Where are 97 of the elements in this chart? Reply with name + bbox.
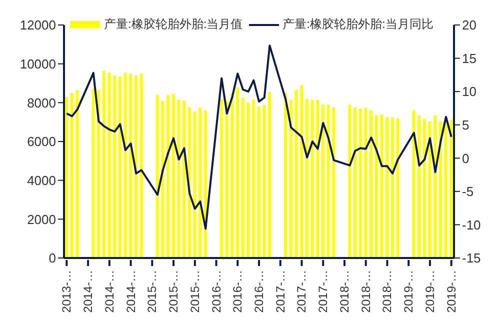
- bar: [310, 100, 314, 258]
- bar: [118, 76, 122, 258]
- bar: [364, 108, 368, 258]
- y2-tick-label: -5: [462, 184, 474, 200]
- bar: [332, 108, 336, 258]
- y-tick-label: 0: [48, 250, 56, 266]
- x-tick-label: 2016-…: [252, 270, 266, 313]
- bar: [124, 72, 127, 258]
- bar: [262, 104, 266, 258]
- y2-tick-label: 10: [462, 84, 476, 100]
- x-tick-label: 2019-…: [444, 270, 458, 313]
- bar: [300, 85, 304, 258]
- bar: [418, 115, 421, 258]
- bar: [289, 100, 292, 258]
- bar: [257, 106, 260, 258]
- x-tick-label: 2018-…: [380, 270, 394, 313]
- bar: [220, 98, 223, 258]
- bar: [198, 108, 202, 258]
- y-tick-label: 10000: [20, 56, 56, 72]
- x-tick-label: 2017-…: [273, 270, 288, 313]
- x-tick-label: 2016-…: [230, 270, 245, 313]
- bar: [166, 94, 170, 258]
- x-tick-label: 2015-…: [145, 270, 160, 313]
- bar: [444, 120, 448, 258]
- x-tick-label: 2014-…: [124, 270, 138, 313]
- x-tick-label: 2014-…: [102, 270, 116, 313]
- bar: [386, 117, 389, 258]
- bar: [252, 100, 255, 258]
- bar: [316, 100, 320, 258]
- bar: [348, 104, 352, 258]
- y2-tick-label: -10: [462, 217, 481, 232]
- y-tick-label: 6000: [27, 134, 56, 150]
- bar: [65, 96, 68, 258]
- x-tick-label: 2014-…: [81, 270, 96, 313]
- y2-tick-label: -15: [462, 250, 481, 266]
- y2-tick-label: 15: [462, 50, 476, 66]
- bar: [134, 75, 138, 258]
- bar: [305, 98, 308, 258]
- y-tick-label: 12000: [20, 18, 56, 33]
- bar: [284, 92, 288, 258]
- bar: [374, 115, 378, 258]
- legend-label: 产量:橡胶轮胎外胎:当月值: [103, 16, 243, 33]
- x-tick-label: 2013-…: [60, 270, 74, 313]
- y-tick-label: 4000: [27, 172, 56, 188]
- y2-tick-label: 5: [462, 117, 470, 132]
- bar: [241, 98, 244, 258]
- x-tick-label: 2017-…: [294, 270, 309, 313]
- bar: [326, 104, 330, 258]
- bar: [294, 90, 298, 258]
- bar: [230, 92, 234, 258]
- bar: [97, 90, 100, 258]
- bar: [390, 117, 394, 258]
- x-tick-label: 2019-…: [402, 270, 416, 313]
- bar: [268, 92, 272, 258]
- bar: [172, 94, 175, 258]
- bar: [156, 94, 159, 258]
- bar: [177, 100, 180, 258]
- bar: [225, 100, 228, 258]
- x-tick-label: 2016-…: [209, 270, 224, 313]
- bar: [412, 110, 416, 258]
- bar: [434, 115, 437, 258]
- bar: [76, 90, 79, 258]
- x-tick-label: 2018-…: [337, 270, 352, 313]
- bar: [140, 74, 143, 258]
- bar: [182, 100, 186, 258]
- bar: [92, 89, 95, 258]
- bar: [236, 87, 239, 258]
- y2-tick-label: 20: [462, 18, 476, 33]
- bar: [246, 102, 250, 258]
- bar: [396, 118, 400, 258]
- x-tick-label: 2015-…: [188, 270, 202, 313]
- bar: [113, 75, 116, 258]
- bar: [422, 119, 426, 258]
- x-tick-label: 2017-…: [316, 270, 330, 313]
- y2-tick-label: 0: [462, 150, 470, 166]
- bar: [353, 108, 356, 258]
- bar: [108, 72, 111, 258]
- bar: [188, 108, 191, 258]
- legend-label: 产量:橡胶轮胎外胎:当月同比: [282, 16, 434, 33]
- bar: [70, 92, 74, 258]
- bar: [370, 110, 373, 258]
- y-tick-label: 8000: [27, 95, 56, 110]
- bar: [358, 108, 362, 258]
- bar: [161, 100, 164, 258]
- bar: [204, 110, 207, 258]
- bar: [129, 74, 132, 258]
- x-tick-label: 2019-…: [422, 270, 437, 313]
- bar: [450, 120, 453, 258]
- bar: [380, 114, 384, 258]
- bar: [193, 111, 196, 258]
- y-tick-label: 2000: [27, 212, 56, 227]
- x-tick-label: 2015-…: [166, 270, 181, 313]
- x-tick-label: 2018-…: [358, 270, 373, 313]
- bar: [102, 70, 106, 258]
- bar: [428, 121, 432, 258]
- bar: [438, 121, 442, 258]
- bar: [321, 104, 324, 258]
